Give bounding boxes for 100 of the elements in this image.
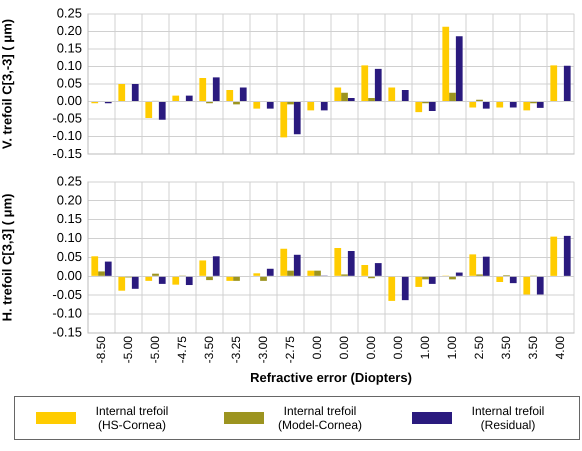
bar [104,262,112,276]
y-tick-label: 0.20 [56,22,82,38]
bar [253,102,260,109]
bar [158,276,166,284]
bar [334,248,342,276]
bar [415,276,422,287]
bar [482,102,490,109]
y-tick-label: 0.15 [56,211,82,226]
bar [186,96,193,102]
bar [186,276,193,286]
y-tick-label: 0.15 [56,40,82,56]
x-tick-label: 0.00 [310,336,324,360]
bar [266,102,274,109]
bar [402,276,409,300]
bar [536,276,544,294]
bar [550,65,558,102]
bar [341,92,348,102]
x-tick-label: -2.75 [282,336,297,364]
x-tick-label: -3.00 [256,336,270,364]
bar [314,270,321,276]
y-tick-label: -0.15 [52,146,82,161]
x-tick-label: -8.50 [94,336,108,364]
bar [374,263,382,276]
y-tick-label: 0.00 [56,93,82,108]
bar [334,88,342,102]
x-tick-label: -5.00 [120,336,135,364]
bar [428,102,436,112]
x-tick-label: 3.50 [498,336,513,360]
bar [469,102,476,108]
y-tick-label: -0.05 [52,110,82,126]
bar [422,276,429,280]
y-tick-label: 0.05 [56,76,82,91]
bar [226,276,234,281]
y-tick-label: 0.00 [56,268,82,283]
bar [118,276,126,291]
bar [320,102,328,110]
bar [233,276,240,281]
bar [536,102,544,108]
bar [307,270,314,276]
x-tick-label: -4.75 [174,336,189,364]
bar [496,102,504,108]
bar [456,36,463,102]
y-tick-label: -0.05 [52,286,82,302]
bar [91,256,98,276]
bar [212,256,220,276]
bar [348,250,355,276]
bar [253,273,260,276]
bar [132,276,139,289]
bar [294,102,301,134]
y-tick-label: 0.05 [56,249,82,264]
bar [266,268,274,276]
bar [118,84,126,102]
bar [158,102,166,120]
bar [206,276,213,280]
x-tick-label: -5.00 [148,336,162,364]
bar [482,256,490,276]
y-tick-label: 0.10 [56,58,82,74]
y-tick-label: 0.25 [56,5,82,20]
x-tick-label: -3.25 [228,336,243,364]
bar [388,276,396,301]
y-tick-label: 0.20 [56,192,82,208]
bar [280,102,288,138]
bar [449,92,456,102]
bar [307,102,314,110]
bar [428,276,436,284]
x-tick-label: 0.00 [336,336,351,360]
x-tick-label: 2.50 [472,336,486,360]
bar [280,248,288,276]
x-tick-label: 3.50 [526,336,540,360]
bar [212,77,220,102]
bar [294,254,301,276]
bar [510,276,517,284]
bar [361,264,368,276]
y-tick-label: -0.10 [52,128,82,144]
bar [199,78,206,102]
bar [456,272,463,276]
bar [442,26,450,102]
bar [368,98,375,102]
y-axis-title: V. trefoil C[3,-3] ( μm) [0,18,14,150]
bar [348,98,355,102]
bar [361,65,368,102]
bar [550,236,558,276]
bar [523,102,530,110]
bar [145,102,152,118]
bar [145,276,152,281]
legend-label: Internal trefoil (Residual) [470,404,546,432]
bar [564,236,571,276]
y-axis-title: H. trefoil C[3,3] ( μm) [0,193,14,322]
y-tick-label: 0.25 [56,173,82,188]
x-tick-label: 4.00 [552,336,567,360]
bar [226,90,234,102]
bar [98,271,105,276]
bar [388,88,396,102]
bar [496,276,504,282]
bar [523,276,530,294]
y-tick-label: 0.10 [56,230,82,246]
y-tick-label: -0.10 [52,306,82,321]
bar [402,90,409,102]
bar [132,84,139,102]
x-tick-label: 0.00 [364,336,378,360]
